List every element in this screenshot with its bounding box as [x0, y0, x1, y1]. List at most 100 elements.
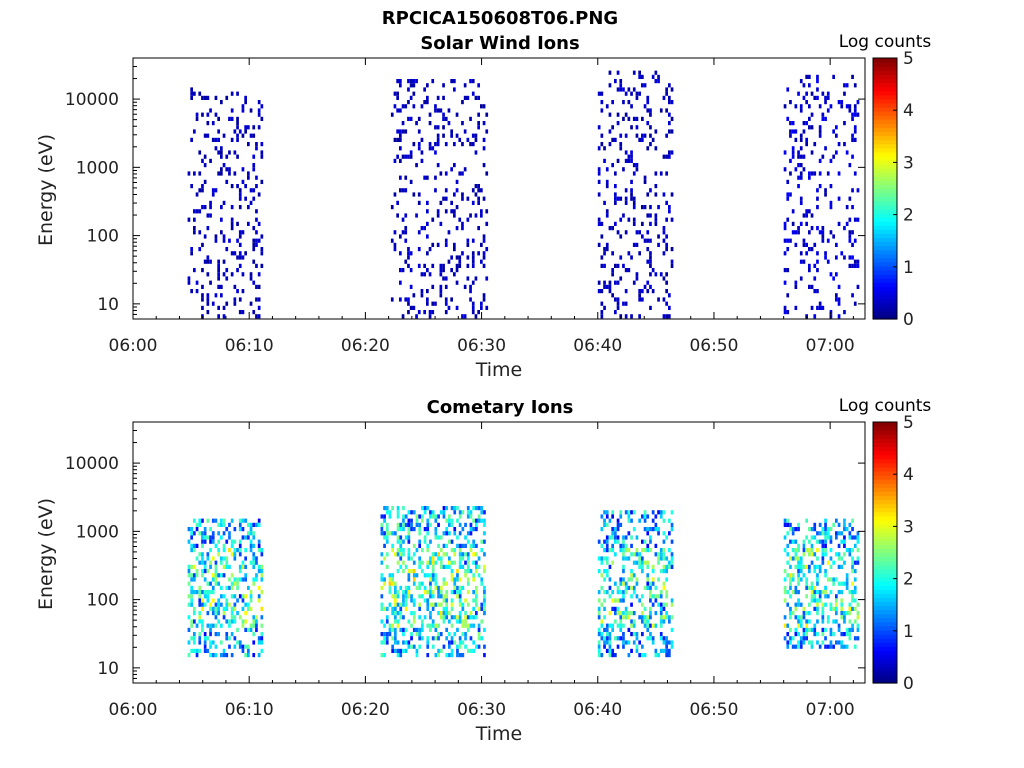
spectrogram-cell	[616, 230, 620, 235]
spectrogram-cell	[622, 167, 625, 172]
spectrogram-cell	[805, 564, 808, 569]
spectrogram-cell	[797, 564, 800, 569]
spectrogram-cell	[651, 577, 655, 582]
spectrogram-cell	[813, 142, 817, 147]
spectrogram-cell	[848, 255, 852, 260]
colorbar-segment	[873, 499, 897, 505]
spectrogram-cell	[238, 310, 242, 315]
spectrogram-cell	[662, 518, 666, 523]
spectrogram-cell	[391, 577, 394, 582]
spectrogram-cell	[396, 623, 400, 628]
spectrogram-cell	[244, 564, 247, 569]
spectrogram-cell	[214, 95, 218, 100]
spectrogram-cell	[409, 179, 413, 184]
spectrogram-cell	[614, 653, 617, 658]
spectrogram-cell	[627, 100, 631, 105]
spectrogram-cell	[632, 510, 636, 515]
spectrogram-cell	[475, 518, 478, 523]
spectrogram-cell	[670, 522, 674, 527]
spectrogram-cell	[813, 522, 817, 527]
spectrogram-cell	[794, 280, 798, 285]
spectrogram-cell	[444, 310, 448, 315]
spectrogram-cell	[649, 284, 652, 289]
spectrogram-cell	[611, 251, 614, 256]
spectrogram-cell	[810, 284, 814, 289]
spectrogram-cell	[209, 627, 212, 632]
spectrogram-cell	[851, 518, 854, 523]
spectrogram-cell	[249, 200, 253, 205]
spectrogram-cell	[255, 142, 258, 147]
spectrogram-cell	[442, 133, 445, 138]
spectrogram-cell	[214, 188, 218, 193]
spectrogram-cell	[260, 632, 264, 637]
spectrogram-cell	[385, 552, 389, 557]
spectrogram-cell	[603, 247, 606, 252]
spectrogram-cell	[396, 213, 399, 218]
spectrogram-cell	[646, 95, 650, 100]
spectrogram-cell	[431, 619, 435, 624]
spectrogram-cell	[649, 272, 652, 277]
spectrogram-cell	[622, 548, 625, 553]
spectrogram-cell	[442, 543, 446, 548]
spectrogram-cell	[646, 100, 650, 105]
spectrogram-cell	[228, 577, 231, 582]
spectrogram-cell	[622, 611, 625, 616]
spectrogram-cell	[394, 531, 397, 536]
spectrogram-cell	[797, 590, 800, 595]
spectrogram-cell	[662, 552, 666, 557]
spectrogram-cell	[603, 305, 606, 310]
spectrogram-cell	[632, 527, 636, 532]
spectrogram-cell	[472, 573, 475, 578]
spectrogram-cell	[380, 606, 384, 611]
spectrogram-cell	[837, 590, 841, 595]
spectrogram-cell	[211, 539, 215, 544]
spectrogram-cell	[252, 623, 256, 628]
spectrogram-cell	[220, 623, 223, 628]
spectrogram-cell	[791, 209, 795, 214]
colorbar-frame	[872, 421, 898, 684]
spectrogram-cell	[813, 527, 817, 532]
spectrogram-cell	[837, 564, 841, 569]
spectrogram-cell	[393, 137, 397, 142]
spectrogram-cell	[662, 556, 666, 561]
spectrogram-cell	[619, 83, 623, 88]
spectrogram-cell	[799, 619, 803, 624]
spectrogram-cell	[187, 627, 191, 632]
spectrogram-cell	[605, 623, 609, 628]
spectrogram-cell	[447, 108, 451, 113]
spectrogram-cell	[797, 154, 800, 159]
spectrogram-cell	[211, 590, 215, 595]
spectrogram-cell	[856, 263, 860, 268]
spectrogram-cell	[426, 644, 430, 649]
spectrogram-cell	[826, 594, 830, 599]
spectrogram-cell	[786, 644, 790, 649]
spectrogram-cell	[198, 522, 202, 527]
spectrogram-cell	[843, 560, 846, 565]
spectrogram-cell	[853, 171, 857, 176]
spectrogram-cell	[477, 196, 480, 201]
spectrogram-cell	[439, 108, 443, 113]
spectrogram-cell	[597, 221, 601, 226]
spectrogram-cell	[810, 548, 814, 553]
spectrogram-cell	[848, 522, 852, 527]
colorbar-segment	[873, 454, 897, 460]
spectrogram-cell	[646, 230, 650, 235]
spectrogram-cell	[805, 74, 808, 79]
spectrogram-cell	[797, 184, 800, 189]
spectrogram-cell	[201, 619, 204, 624]
spectrogram-cell	[622, 594, 625, 599]
spectrogram-cell	[646, 543, 650, 548]
spectrogram-cell	[260, 636, 264, 641]
spectrogram-cell	[630, 150, 633, 155]
spectrogram-cell	[789, 606, 792, 611]
panel-title: Solar Wind Ions	[420, 33, 579, 54]
spectrogram-cell	[461, 585, 465, 590]
spectrogram-cell	[233, 594, 237, 599]
spectrogram-cell	[423, 272, 426, 277]
spectrogram-cell	[646, 527, 650, 532]
colorbar-segment	[873, 552, 897, 558]
spectrogram-cell	[209, 205, 212, 210]
spectrogram-cell	[396, 611, 400, 616]
spectrogram-cell	[616, 301, 620, 306]
spectrogram-cell	[222, 556, 226, 561]
